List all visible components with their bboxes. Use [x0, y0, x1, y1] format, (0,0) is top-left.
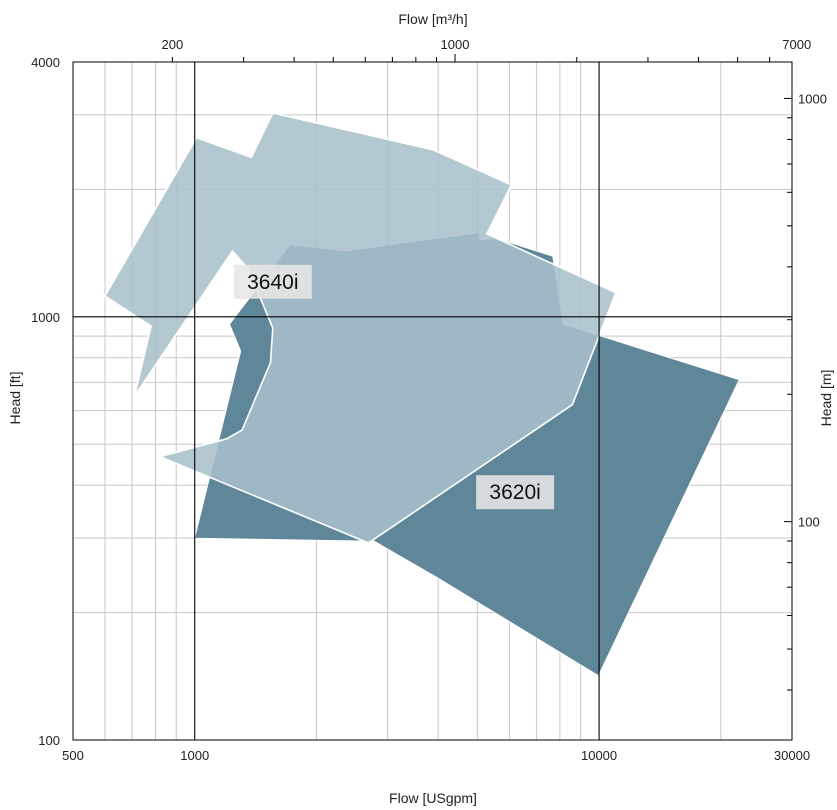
region-3640i	[104, 112, 617, 544]
region-label-text: 3640i	[247, 271, 298, 294]
x2-tick-label: 7000	[782, 37, 811, 52]
x-tick-label: 500	[62, 748, 84, 763]
region-label-3640i: 3640i	[233, 264, 312, 299]
y-tick-label: 4000	[31, 55, 60, 70]
region-label-box	[233, 264, 312, 299]
axis-ticks	[171, 54, 792, 691]
y2-axis-title: Head [m]	[818, 370, 834, 427]
y2-tick-label: 100	[798, 515, 820, 530]
x-tick-label: 1000	[180, 748, 209, 763]
y-tick-label: 100	[38, 733, 60, 748]
x-tick-label: 30000	[774, 748, 810, 763]
x2-axis-title: Flow [m³/h]	[398, 11, 467, 27]
chart-regions	[104, 112, 740, 676]
x2-tick-label: 1000	[441, 37, 470, 52]
y2-tick-label: 1000	[798, 91, 827, 106]
region-label-box	[476, 475, 555, 510]
x2-tick-label: 200	[162, 37, 184, 52]
y-tick-label: 1000	[31, 310, 60, 325]
axis-tick-labels: 500 1000 10000 30000 100 1000 4000 200 1000 7000 1…	[31, 37, 827, 763]
x-tick-label: 10000	[581, 748, 617, 763]
chart-annotations: 3640i 3620i	[233, 264, 555, 510]
plot-frame	[72, 61, 793, 741]
region-label-3620i: 3620i	[476, 475, 555, 510]
plot-border	[72, 61, 793, 741]
y-axis-title: Head [ft]	[7, 372, 23, 425]
region-label-text: 3620i	[489, 481, 540, 504]
x-axis-title: Flow [USgpm]	[389, 790, 477, 806]
major-grid	[73, 62, 792, 740]
